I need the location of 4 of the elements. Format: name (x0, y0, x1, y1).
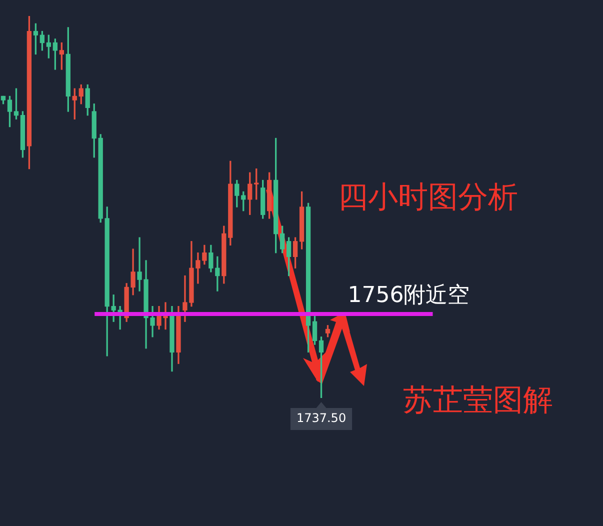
text: 苏芷莹图解 (403, 383, 553, 418)
ref-line-label: 1756附近空 (348, 282, 470, 308)
annotation: 1737.50 (296, 411, 346, 426)
text: 四小时图分析 (338, 180, 518, 215)
